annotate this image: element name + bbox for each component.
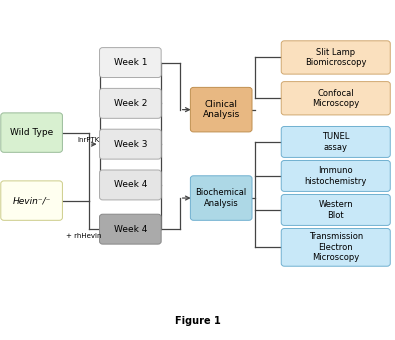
FancyBboxPatch shape [281,194,390,225]
FancyBboxPatch shape [100,88,161,118]
Text: Week 4: Week 4 [114,225,147,234]
FancyBboxPatch shape [1,113,62,152]
Text: Biochemical
Analysis: Biochemical Analysis [196,188,247,208]
FancyBboxPatch shape [100,214,161,244]
FancyBboxPatch shape [100,129,161,159]
Text: InrPTK: InrPTK [78,137,100,143]
FancyBboxPatch shape [281,160,390,191]
FancyBboxPatch shape [100,170,161,200]
Text: Wild Type: Wild Type [10,128,53,137]
Text: Western
Blot: Western Blot [318,200,353,220]
Text: Slit Lamp
Biomicroscopy: Slit Lamp Biomicroscopy [305,48,367,67]
Text: Week 3: Week 3 [114,140,147,149]
Text: Immuno
histochemistry: Immuno histochemistry [305,166,367,186]
Text: Week 1: Week 1 [114,58,147,67]
FancyBboxPatch shape [1,181,62,220]
FancyBboxPatch shape [281,82,390,115]
FancyBboxPatch shape [100,48,161,78]
FancyBboxPatch shape [281,41,390,74]
Text: + rhHevin: + rhHevin [66,233,102,239]
Text: Week 2: Week 2 [114,99,147,108]
Text: Figure 1: Figure 1 [175,316,220,326]
FancyBboxPatch shape [190,87,252,132]
FancyBboxPatch shape [190,176,252,220]
Text: Week 4: Week 4 [114,181,147,189]
FancyBboxPatch shape [281,228,390,266]
Text: Clinical
Analysis: Clinical Analysis [203,100,240,119]
Text: TUNEL
assay: TUNEL assay [322,132,350,152]
Text: Confocal
Microscopy: Confocal Microscopy [312,88,359,108]
Text: Transmission
Electron
Microscopy: Transmission Electron Microscopy [308,233,363,262]
Text: Hevin⁻/⁻: Hevin⁻/⁻ [12,196,51,205]
FancyBboxPatch shape [281,126,390,157]
